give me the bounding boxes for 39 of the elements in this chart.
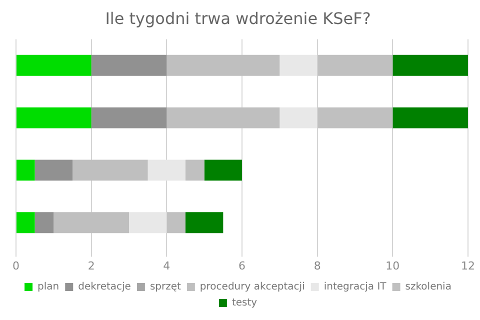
bar xyxy=(166,54,280,76)
bar xyxy=(280,54,318,76)
bar xyxy=(129,212,167,234)
legend-label: szkolenia xyxy=(405,282,452,293)
bar xyxy=(16,160,35,181)
bar xyxy=(16,107,92,128)
bar xyxy=(34,212,54,234)
bar xyxy=(392,54,468,76)
bar xyxy=(72,160,148,181)
legend-label: integracja IT xyxy=(324,282,388,293)
bar xyxy=(317,107,393,128)
legend-label: procedury akceptacji xyxy=(200,282,305,293)
x-tick-label: 8 xyxy=(314,259,321,272)
bar xyxy=(54,212,129,234)
bar xyxy=(91,107,167,128)
legend-label: dekretacje xyxy=(78,282,131,293)
x-tick-label: 0 xyxy=(12,259,20,272)
bar xyxy=(186,160,204,181)
chart-title: Ile tygodni trwa wdrożenie KSeF? xyxy=(105,8,371,28)
legend-label: sprzęt xyxy=(150,282,182,293)
bar xyxy=(186,212,224,234)
x-tick-label: 4 xyxy=(163,259,170,272)
x-tick-label: 6 xyxy=(238,259,246,272)
bar xyxy=(91,54,167,76)
x-tick-label: 12 xyxy=(461,259,475,272)
bar xyxy=(392,107,468,128)
bar xyxy=(280,107,318,128)
legend-label: testy xyxy=(232,298,258,309)
bar xyxy=(16,54,92,76)
bar xyxy=(166,107,280,128)
legend-label: plan xyxy=(38,282,60,293)
bar xyxy=(16,212,35,234)
bar xyxy=(166,212,186,234)
bar xyxy=(148,160,186,181)
bar xyxy=(204,160,242,181)
bar xyxy=(317,54,393,76)
x-tick-label: 2 xyxy=(88,259,95,272)
x-tick-label: 10 xyxy=(386,259,400,272)
bar xyxy=(34,160,72,181)
